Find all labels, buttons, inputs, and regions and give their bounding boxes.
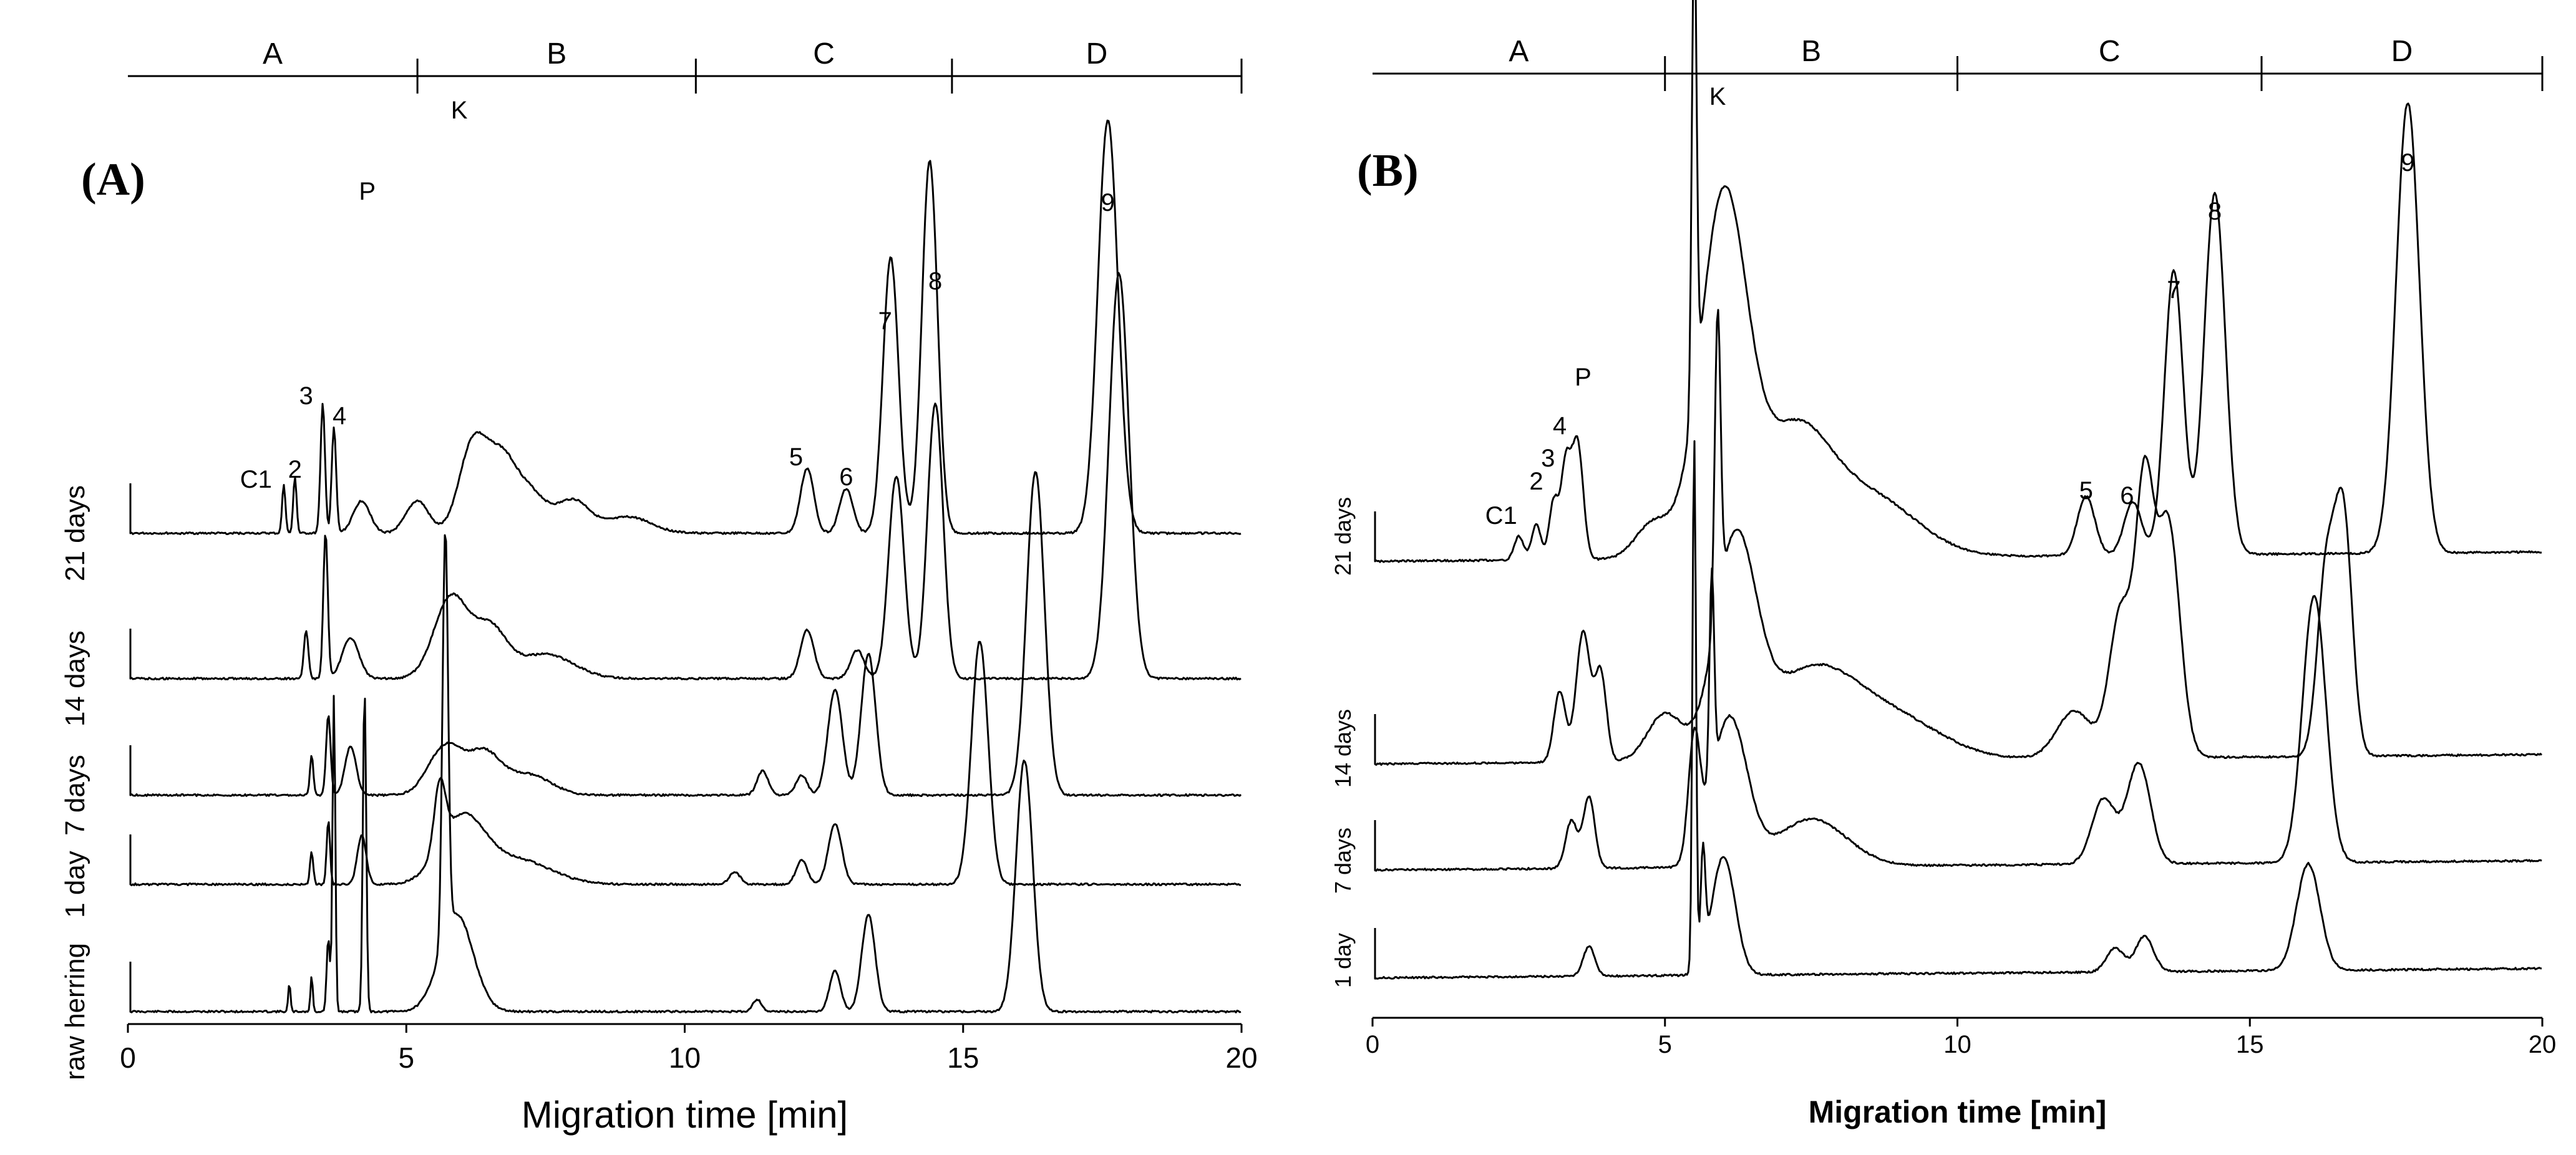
row-label: 21 days xyxy=(60,485,90,581)
row-label: 7 days xyxy=(1330,828,1356,894)
x-tick-label: 0 xyxy=(120,1041,136,1074)
peak-label: 9 xyxy=(2401,149,2414,176)
peak-label: 5 xyxy=(2079,477,2093,505)
peak-label: K xyxy=(1709,83,1726,110)
x-tick-label: 15 xyxy=(2236,1031,2264,1058)
x-axis-title: Migration time [min] xyxy=(522,1094,848,1136)
peak-label: 3 xyxy=(1541,445,1555,472)
row-label: 21 days xyxy=(1330,497,1356,576)
row-label: raw herring xyxy=(60,943,90,1080)
trace-7-days xyxy=(1374,567,2542,872)
row-label: 14 days xyxy=(1330,709,1356,788)
x-tick-label: 0 xyxy=(1366,1031,1379,1058)
peak-label: 5 xyxy=(789,443,803,471)
x-tick-label: 20 xyxy=(1225,1041,1257,1074)
row-label: 1 day xyxy=(60,851,90,918)
x-tick-label: 5 xyxy=(398,1041,414,1074)
peak-label: 8 xyxy=(928,268,942,295)
trace-1-day xyxy=(129,640,1242,886)
segment-label: D xyxy=(2391,35,2413,68)
segment-label: A xyxy=(263,37,283,70)
peak-label: C1 xyxy=(1485,502,1517,529)
x-tick-label: 15 xyxy=(947,1041,979,1074)
x-tick-label: 5 xyxy=(1658,1031,1672,1058)
peak-label: P xyxy=(359,178,376,205)
peak-label: 2 xyxy=(1529,468,1543,495)
segment-label: D xyxy=(1086,37,1108,70)
segment-label: B xyxy=(547,37,566,70)
x-axis-title: Migration time [min] xyxy=(1809,1095,2107,1129)
peak-label: 6 xyxy=(839,463,853,491)
trace-14-days xyxy=(1374,309,2543,766)
row-label: 7 days xyxy=(60,755,90,836)
row-label: 1 day xyxy=(1330,933,1356,988)
trace-7-days xyxy=(129,471,1242,797)
panel-label: (A) xyxy=(81,154,145,205)
x-tick-label: 20 xyxy=(2529,1031,2557,1058)
peak-label: 6 xyxy=(2120,482,2134,510)
segment-label: B xyxy=(1801,35,1821,68)
panel-b: A B C D (B) 0 5 10 15 20 Migration time [min] 1 day… xyxy=(1330,0,2556,1129)
panel-label: (B) xyxy=(1357,145,1419,196)
peak-label: 7 xyxy=(2167,276,2180,304)
peak-label: 2 xyxy=(288,456,302,483)
segment-label: A xyxy=(1509,35,1529,68)
peak-label: 3 xyxy=(299,382,313,410)
peak-label: 4 xyxy=(1553,412,1567,440)
peak-label: P xyxy=(1575,364,1592,391)
peak-label: 9 xyxy=(1101,189,1115,216)
x-tick-label: 10 xyxy=(1943,1031,1971,1058)
panel-a: A B C D (A) 0 5 10 15 20 Migration time [min] raw h… xyxy=(60,37,1258,1136)
trace-1-day xyxy=(1374,440,2542,980)
trace-21-days xyxy=(1374,0,2542,563)
peak-label: 7 xyxy=(878,307,892,335)
trace-14-days xyxy=(129,272,1242,680)
segment-label: C xyxy=(813,37,835,70)
row-label: 14 days xyxy=(60,631,90,727)
peak-label: K xyxy=(451,97,468,124)
peak-label: C1 xyxy=(240,466,272,493)
peak-label: 8 xyxy=(2208,198,2222,225)
peak-label: 4 xyxy=(333,402,346,430)
trace-21-days xyxy=(129,119,1242,535)
x-tick-label: 10 xyxy=(669,1041,701,1074)
segment-label: C xyxy=(2099,35,2121,68)
trace-raw-herring xyxy=(129,534,1242,1013)
